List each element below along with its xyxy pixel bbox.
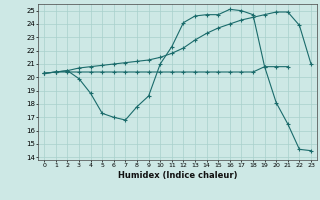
X-axis label: Humidex (Indice chaleur): Humidex (Indice chaleur) bbox=[118, 171, 237, 180]
